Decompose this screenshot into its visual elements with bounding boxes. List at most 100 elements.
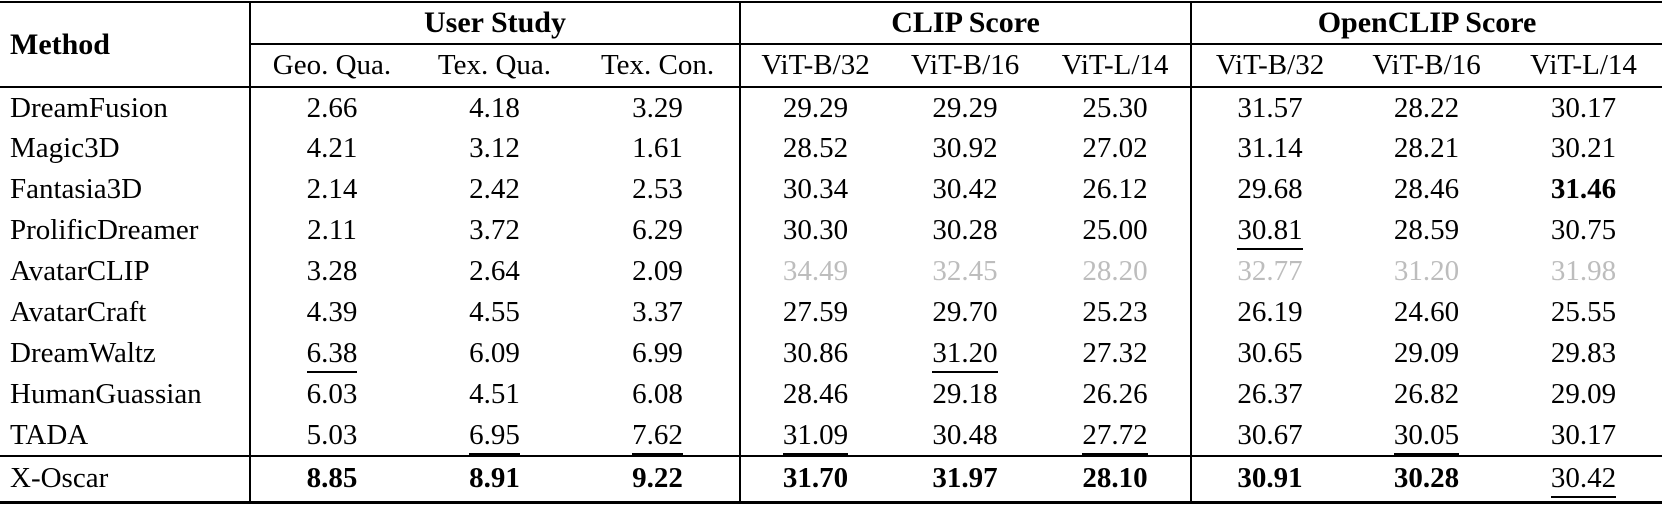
value: 31.97	[932, 462, 998, 495]
value: 28.46	[1393, 173, 1460, 205]
value-cell: 30.30	[739, 210, 891, 251]
value: 25.55	[1550, 296, 1617, 328]
value-cell: 6.29	[576, 210, 740, 251]
value-cell: 32.77	[1190, 251, 1349, 292]
value: 26.37	[1237, 378, 1303, 410]
table-row: DreamWaltz 6.38 6.09 6.99 30.86 31.20 27.32 30.…	[0, 333, 1662, 374]
value-cell: 30.67	[1190, 415, 1349, 456]
method-name: DreamWaltz	[10, 337, 156, 369]
value-cell: 30.92	[890, 128, 1040, 169]
method-name: AvatarCLIP	[10, 255, 150, 287]
value: 30.21	[1550, 132, 1617, 164]
value: 30.91	[1237, 462, 1303, 495]
value-cell: 34.49	[739, 251, 891, 292]
table-row: X-Oscar 8.85 8.91 9.22 31.70 31.97 28.10 30.91 3…	[0, 455, 1662, 502]
value-cell: 31.57	[1190, 87, 1349, 128]
value-cell: 30.86	[739, 333, 891, 374]
value: 9.22	[632, 462, 683, 495]
value: 30.67	[1237, 418, 1303, 451]
value-cell: 30.28	[1348, 455, 1506, 502]
value-cell: 31.97	[890, 455, 1041, 502]
value-cell: 30.42	[1505, 455, 1662, 502]
value-cell: 30.42	[890, 169, 1040, 210]
value: 27.02	[1082, 132, 1148, 164]
value-cell: 29.29	[890, 87, 1040, 128]
value: 7.62	[632, 418, 683, 455]
value: 27.72	[1082, 418, 1148, 455]
value: 29.29	[782, 91, 849, 124]
value: 6.09	[469, 337, 520, 369]
table-row: AvatarCLIP 3.28 2.64 2.09 34.49 32.45 28.20 32.…	[0, 251, 1662, 292]
value-cell: 2.11	[249, 210, 413, 251]
value-cell: 3.29	[576, 87, 740, 128]
value: 6.03	[306, 378, 358, 410]
subcol-header-clip-vit-b32: ViT-B/32	[739, 44, 891, 87]
value: 29.83	[1550, 337, 1617, 369]
value-cell: 4.18	[413, 87, 576, 128]
value-cell: 8.91	[413, 455, 576, 502]
value-cell: 6.03	[249, 374, 413, 415]
value-cell: 30.91	[1190, 455, 1349, 502]
value: 28.22	[1393, 91, 1460, 124]
value-cell: 26.19	[1190, 292, 1349, 333]
value: 30.92	[932, 132, 998, 164]
value: 3.29	[632, 91, 683, 124]
value-cell: 2.42	[413, 169, 576, 210]
value-cell: 28.22	[1348, 87, 1505, 128]
value-cell: 4.51	[413, 374, 576, 415]
value-cell: 6.38	[249, 333, 413, 374]
table-row: Magic3D 4.21 3.12 1.61 28.52 30.92 27.02 31.14 2…	[0, 128, 1662, 169]
value-cell: 27.32	[1040, 333, 1191, 374]
value: 32.45	[932, 255, 998, 287]
group-header-row: Method User Study CLIP Score OpenCLIP Sc…	[0, 2, 1662, 61]
value: 24.60	[1393, 296, 1460, 328]
value-cell: 30.75	[1505, 210, 1662, 251]
method-name: X-Oscar	[0, 455, 250, 502]
value: 28.10	[1082, 462, 1148, 495]
value-cell: 28.59	[1348, 210, 1505, 251]
value: 2.64	[469, 255, 520, 287]
value: 28.20	[1082, 255, 1148, 287]
value: 2.53	[632, 173, 683, 205]
value-cell: 6.95	[413, 415, 576, 456]
value: 25.23	[1082, 296, 1148, 328]
value-cell: 28.10	[1040, 455, 1192, 502]
value-cell: 3.28	[249, 251, 413, 292]
value-cell: 2.64	[413, 251, 576, 292]
value: 25.00	[1082, 214, 1148, 246]
value: 30.42	[1550, 462, 1617, 499]
value-cell: 31.98	[1505, 251, 1662, 292]
value-cell: 27.59	[739, 292, 891, 333]
table-row: DreamFusion 2.66 4.18 3.29 29.29 29.29 25.30 31…	[0, 87, 1662, 128]
value: 4.55	[469, 296, 520, 328]
subcol-header-clip-vit-l14: ViT-L/14	[1061, 49, 1169, 81]
subcol-header-openclip-vit-b32: ViT-B/32	[1190, 44, 1349, 87]
value: 2.42	[469, 173, 520, 205]
value-cell: 30.65	[1190, 333, 1349, 374]
value: 30.30	[782, 214, 849, 246]
value: 29.09	[1393, 337, 1460, 369]
value-cell: 3.72	[413, 210, 576, 251]
value: 29.68	[1237, 173, 1303, 205]
value: 4.51	[469, 378, 520, 410]
value: 4.39	[306, 296, 358, 328]
method-name: DreamFusion	[10, 91, 168, 124]
value: 30.17	[1550, 418, 1617, 451]
value-cell: 31.14	[1190, 128, 1349, 169]
value: 6.95	[469, 418, 520, 455]
value: 2.11	[307, 214, 357, 246]
value-cell: 29.18	[890, 374, 1040, 415]
value-cell: 2.53	[576, 169, 740, 210]
method-name: AvatarCraft	[10, 296, 147, 328]
value: 30.75	[1550, 214, 1617, 246]
method-name: Magic3D	[10, 132, 120, 164]
value-cell: 28.46	[1348, 169, 1505, 210]
value: 30.48	[932, 418, 998, 451]
group-header-openclip-score: OpenCLIP Score	[1190, 2, 1662, 45]
value-cell: 24.60	[1348, 292, 1505, 333]
value: 30.34	[782, 173, 849, 205]
value: 30.42	[932, 173, 998, 205]
value-cell: 29.09	[1348, 333, 1505, 374]
value-cell: 25.00	[1040, 210, 1191, 251]
value: 2.09	[632, 255, 683, 287]
